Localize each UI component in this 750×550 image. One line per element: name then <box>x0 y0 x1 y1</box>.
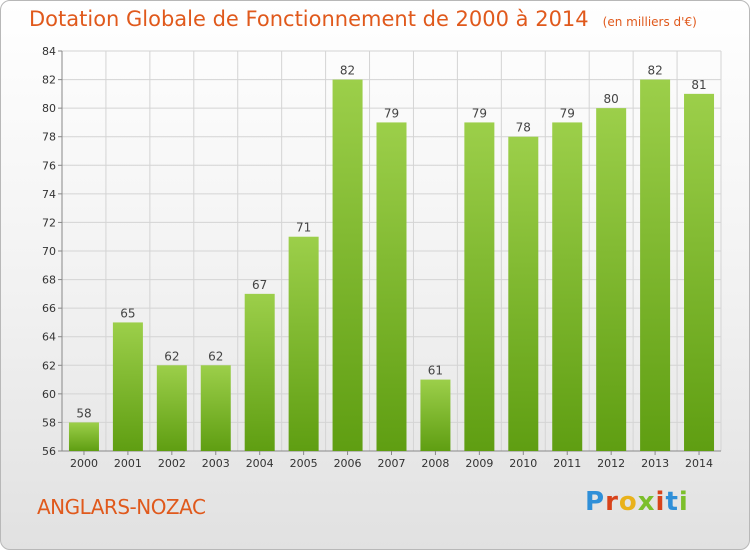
x-tick-label: 2011 <box>553 457 581 470</box>
bar <box>112 322 143 451</box>
data-label: 78 <box>516 121 531 135</box>
bar <box>508 136 539 451</box>
commune-name: ANGLARS-NOZAC <box>37 495 206 519</box>
y-tick-label: 72 <box>42 216 56 229</box>
x-tick-label: 2008 <box>421 457 449 470</box>
x-tick-label: 2004 <box>246 457 274 470</box>
x-tick-label: 2013 <box>641 457 669 470</box>
bar <box>464 122 495 451</box>
y-tick-label: 84 <box>42 45 56 58</box>
y-tick-label: 64 <box>42 331 56 344</box>
bar <box>684 93 715 451</box>
y-tick-label: 74 <box>42 188 56 201</box>
data-label: 65 <box>120 306 135 320</box>
chart-title-text: Dotation Globale de Fonctionnement de 20… <box>29 7 589 31</box>
y-tick-label: 82 <box>42 74 56 87</box>
bar <box>552 122 583 451</box>
x-tick-label: 2009 <box>465 457 493 470</box>
bar <box>200 365 231 451</box>
data-label: 80 <box>604 92 619 106</box>
data-label: 58 <box>76 406 91 420</box>
data-label: 82 <box>647 64 662 78</box>
data-label: 67 <box>252 278 267 292</box>
y-tick-label: 70 <box>42 245 56 258</box>
data-label: 79 <box>472 106 487 120</box>
chart-title: Dotation Globale de Fonctionnement de 20… <box>29 7 697 31</box>
data-label: 79 <box>384 106 399 120</box>
x-tick-label: 2006 <box>334 457 362 470</box>
data-label: 62 <box>208 349 223 363</box>
bar <box>288 236 319 451</box>
data-label: 61 <box>428 364 443 378</box>
y-tick-label: 58 <box>42 416 56 429</box>
data-label: 79 <box>560 106 575 120</box>
x-tick-label: 2010 <box>509 457 537 470</box>
bar <box>640 79 671 452</box>
x-tick-label: 2007 <box>378 457 406 470</box>
y-tick-label: 62 <box>42 359 56 372</box>
bar <box>68 422 99 451</box>
bar <box>376 122 407 451</box>
bar <box>420 379 451 451</box>
data-label: 82 <box>340 64 355 78</box>
x-tick-label: 2003 <box>202 457 230 470</box>
proxiti-logo: Proxiti <box>585 487 689 517</box>
data-label: 81 <box>691 78 706 92</box>
labels: 56 58 60 62 64 66 68 70 72 74 76 78 80 82 84 2000 58 2001… <box>42 45 713 470</box>
x-tick-label: 2005 <box>290 457 318 470</box>
data-label: 71 <box>296 221 311 235</box>
bar <box>156 365 187 451</box>
bars <box>68 79 715 452</box>
bar <box>244 293 275 451</box>
x-tick-label: 2014 <box>685 457 713 470</box>
x-tick-label: 2000 <box>70 457 98 470</box>
x-tick-label: 2001 <box>114 457 142 470</box>
y-tick-label: 76 <box>42 159 56 172</box>
chart-unit: (en milliers d'€) <box>602 15 697 29</box>
bar <box>332 79 363 452</box>
y-tick-label: 60 <box>42 388 56 401</box>
y-tick-label: 78 <box>42 131 56 144</box>
bar <box>596 108 627 452</box>
y-tick-label: 80 <box>42 102 56 115</box>
x-tick-label: 2002 <box>158 457 186 470</box>
data-label: 62 <box>164 349 179 363</box>
y-tick-label: 56 <box>42 445 56 458</box>
x-tick-label: 2012 <box>597 457 625 470</box>
y-tick-label: 66 <box>42 302 56 315</box>
y-tick-label: 68 <box>42 274 56 287</box>
